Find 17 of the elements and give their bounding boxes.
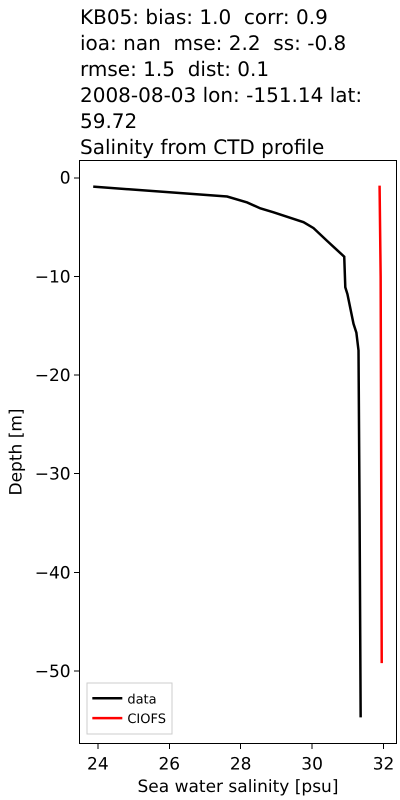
chart-title: KB05: bias: 1.0 corr: 0.9 ioa: nan mse: 2.2 ss: -0.8 rmse: 1.5 dist: 0.1 2008-08-03 lon: -151.14 lat: 59.72 Salinity from CTD profile [80, 5, 362, 159]
legend-label: data [127, 692, 157, 708]
x-tick-label: 30 [301, 754, 323, 774]
y-tick-label: −30 [34, 464, 71, 485]
x-axis-title: Sea water salinity [psu] [138, 776, 338, 797]
x-tick-label: 32 [372, 754, 394, 774]
x-tick-label: 28 [230, 754, 252, 774]
x-tick-label: 24 [87, 754, 109, 774]
y-axis-title: Depth [m] [6, 408, 26, 496]
line-series [378, 184, 383, 664]
x-tick-label: 26 [158, 754, 180, 774]
y-tick-label: −40 [34, 563, 71, 584]
y-tick-label: −20 [34, 366, 71, 386]
y-tick-label: 0 [60, 168, 71, 189]
y-tick-label: −50 [34, 662, 71, 682]
y-tick-label: −10 [34, 267, 71, 288]
legend-label: CIOFS [127, 712, 166, 728]
